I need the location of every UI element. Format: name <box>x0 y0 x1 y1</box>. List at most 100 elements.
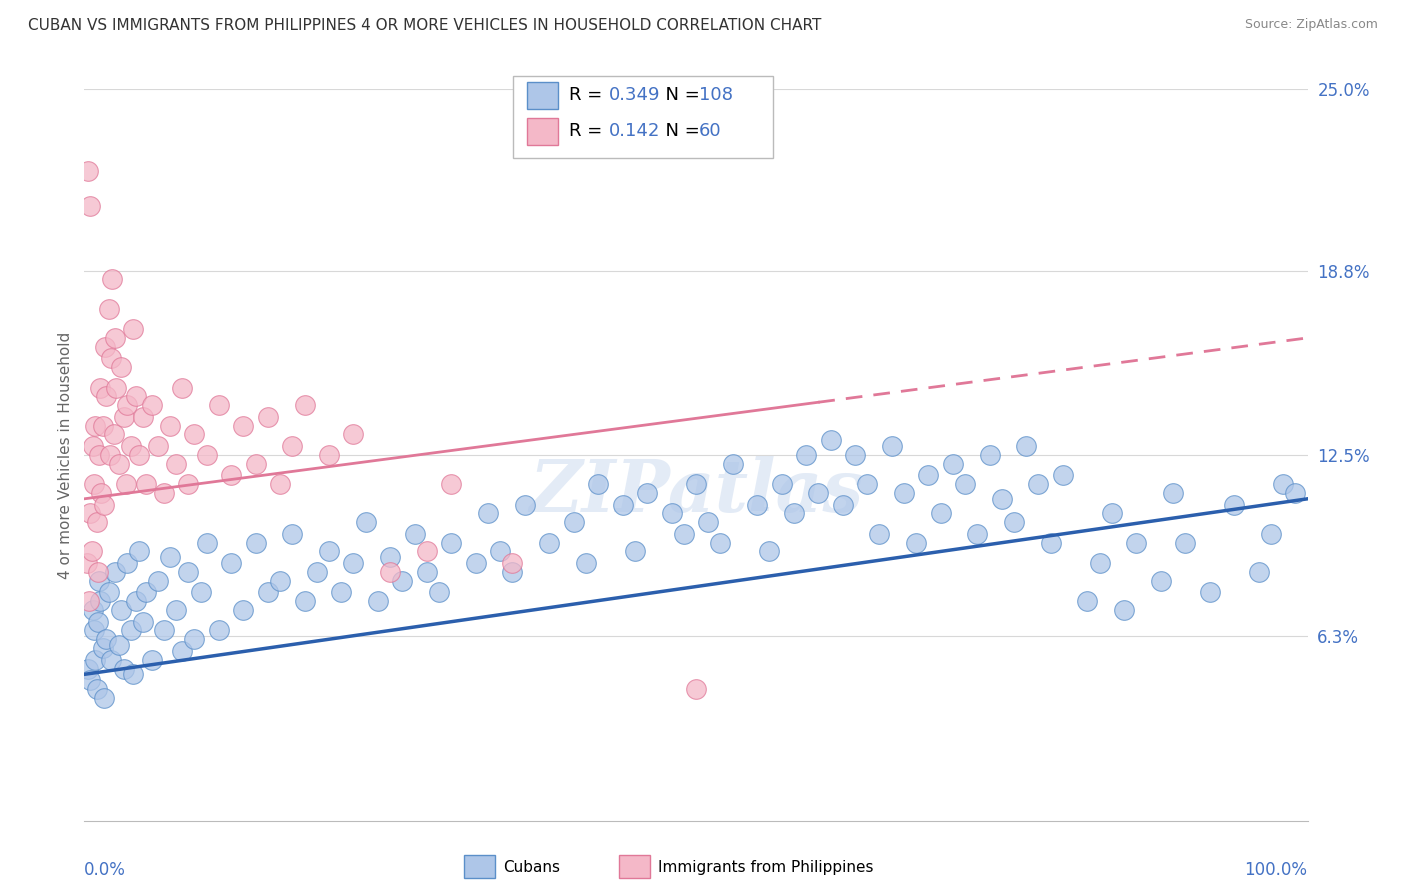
Point <box>112 409 135 424</box>
Point <box>100 653 122 667</box>
Point <box>80 544 103 558</box>
Point <box>86 515 108 529</box>
Text: 108: 108 <box>699 87 733 104</box>
Point <box>77 164 100 178</box>
Point <box>112 661 135 675</box>
Point <box>391 574 413 588</box>
Point <box>87 615 110 629</box>
Point <box>416 565 439 579</box>
Point <box>305 565 328 579</box>
Point <box>86 681 108 696</box>
Point <box>135 477 157 491</box>
Point <box>172 381 194 395</box>
Point <box>93 690 115 705</box>
Point <box>624 544 647 558</box>
Point <box>120 624 142 638</box>
Point <box>100 351 122 366</box>
Point <box>97 301 120 316</box>
Point <box>208 624 231 638</box>
Point <box>342 556 364 570</box>
Point <box>195 448 218 462</box>
Point <box>128 544 150 558</box>
Point <box>84 418 107 433</box>
Point <box>672 527 695 541</box>
Point <box>125 594 148 608</box>
Point <box>96 389 118 403</box>
Point <box>281 439 304 453</box>
Point <box>153 486 176 500</box>
Point <box>709 535 731 549</box>
Point <box>257 585 280 599</box>
Point <box>153 624 176 638</box>
Point <box>195 535 218 549</box>
Text: ZIPatlas: ZIPatlas <box>529 456 863 527</box>
Point <box>165 603 187 617</box>
Point <box>917 468 939 483</box>
Point <box>146 574 169 588</box>
Point <box>91 418 114 433</box>
Point <box>141 398 163 412</box>
Point <box>1247 565 1270 579</box>
Point <box>232 603 254 617</box>
Point <box>893 486 915 500</box>
Point <box>128 448 150 462</box>
Point <box>1284 486 1306 500</box>
Point <box>1198 585 1220 599</box>
Point <box>83 477 105 491</box>
Point <box>1028 477 1050 491</box>
Text: 0.349: 0.349 <box>609 87 661 104</box>
Point <box>89 381 111 395</box>
Point <box>1052 468 1074 483</box>
Point <box>294 594 316 608</box>
Point <box>427 585 450 599</box>
Point <box>177 477 200 491</box>
Point <box>257 409 280 424</box>
Point <box>97 585 120 599</box>
Point <box>440 477 463 491</box>
Text: 0.0%: 0.0% <box>84 861 127 879</box>
Point <box>190 585 212 599</box>
Point <box>132 615 155 629</box>
Point <box>747 498 769 512</box>
Y-axis label: 4 or more Vehicles in Household: 4 or more Vehicles in Household <box>58 331 73 579</box>
Point <box>1114 603 1136 617</box>
Point <box>367 594 389 608</box>
Point <box>991 491 1014 506</box>
Point <box>82 439 104 453</box>
Point <box>165 457 187 471</box>
Text: 0.142: 0.142 <box>609 122 661 140</box>
Point <box>575 556 598 570</box>
Point <box>115 556 138 570</box>
Point <box>183 632 205 647</box>
Text: N =: N = <box>654 122 706 140</box>
Point <box>294 398 316 412</box>
Point <box>79 673 101 688</box>
Point <box>1174 535 1197 549</box>
Point <box>856 477 879 491</box>
Point <box>354 515 377 529</box>
Point <box>1150 574 1173 588</box>
Point <box>269 574 291 588</box>
Point <box>245 457 267 471</box>
Text: Immigrants from Philippines: Immigrants from Philippines <box>658 860 873 874</box>
Point <box>380 565 402 579</box>
Text: R =: R = <box>569 122 609 140</box>
Point <box>219 468 242 483</box>
Point <box>794 448 817 462</box>
Point <box>380 550 402 565</box>
Point <box>269 477 291 491</box>
Point <box>79 199 101 213</box>
Point <box>685 681 707 696</box>
Point <box>697 515 720 529</box>
Point <box>721 457 744 471</box>
Point <box>758 544 780 558</box>
Point <box>586 477 609 491</box>
Point <box>1039 535 1062 549</box>
Text: N =: N = <box>654 87 706 104</box>
Point <box>1088 556 1111 570</box>
Point <box>966 527 988 541</box>
Point <box>105 381 128 395</box>
Text: Cubans: Cubans <box>503 860 561 874</box>
Text: 100.0%: 100.0% <box>1244 861 1308 879</box>
Point <box>1002 515 1025 529</box>
